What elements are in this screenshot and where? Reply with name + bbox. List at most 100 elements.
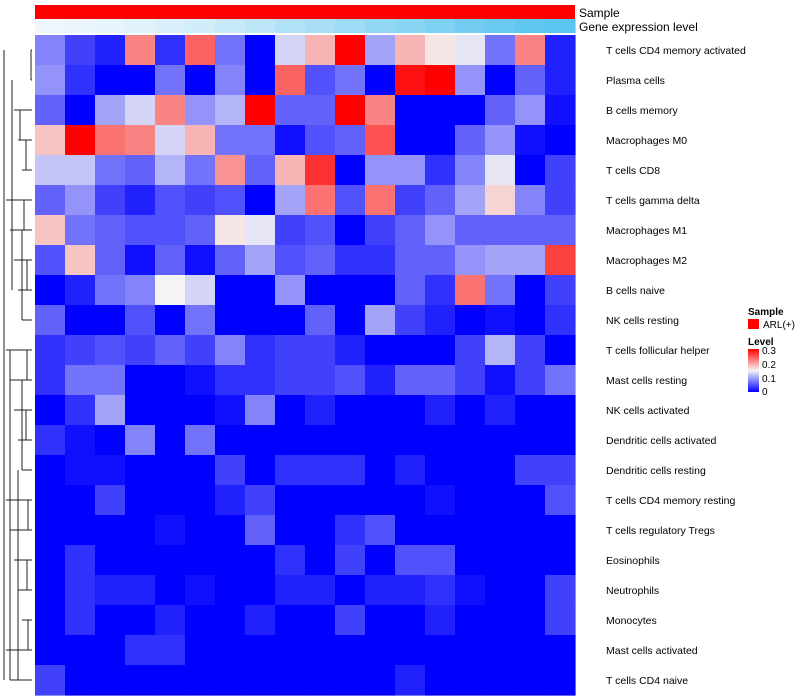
heatmap-cell [425, 455, 456, 486]
heatmap-cell [35, 575, 66, 606]
heatmap-cell [215, 305, 246, 336]
heatmap-cell [335, 665, 366, 696]
heatmap-cell [65, 335, 96, 366]
heatmap-cell [545, 305, 576, 336]
heatmap-cell [215, 575, 246, 606]
heatmap-cell [305, 395, 336, 426]
heatmap-cell [35, 155, 66, 186]
heatmap-cell [35, 545, 66, 576]
heatmap-cell [35, 395, 66, 426]
heatmap-cell [425, 485, 456, 516]
gene-expression-annotation-cell [515, 19, 546, 33]
heatmap-cell [545, 155, 576, 186]
heatmap-cell [65, 155, 96, 186]
heatmap-cell [335, 575, 366, 606]
heatmap-cell [185, 575, 216, 606]
heatmap-cell [515, 65, 546, 96]
heatmap-cell [65, 545, 96, 576]
level-legend: Level 0.3 0.2 0.1 0 [748, 337, 776, 398]
row-label: B cells memory [606, 105, 679, 117]
heatmap-cell [95, 155, 126, 186]
heatmap-cell [485, 185, 516, 216]
heatmap-cell [485, 125, 516, 156]
heatmap-cell [545, 365, 576, 396]
heatmap-cell [245, 125, 276, 156]
row-label: T cells CD4 memory activated [606, 45, 746, 57]
heatmap-cell [215, 245, 246, 276]
heatmap-cell [545, 575, 576, 606]
heatmap-cell [95, 575, 126, 606]
heatmap-cell [65, 215, 96, 246]
row-label: Dendritic cells resting [606, 465, 706, 477]
heatmap-cell [185, 125, 216, 156]
heatmap-cell [125, 35, 156, 66]
heatmap-cell [245, 365, 276, 396]
heatmap-cell [335, 185, 366, 216]
sample-legend: Sample ARL(+) [748, 307, 795, 331]
gene-expression-annotation-cell [485, 19, 516, 33]
heatmap-cell [335, 455, 366, 486]
heatmap-cell [365, 635, 396, 666]
heatmap-cell [35, 635, 66, 666]
heatmap-cell [65, 515, 96, 546]
heatmap-cell [335, 335, 366, 366]
heatmap-cell [185, 215, 216, 246]
row-label: T cells gamma delta [606, 195, 700, 207]
heatmap-cell [155, 395, 186, 426]
heatmap-cell [395, 515, 426, 546]
heatmap-cell [65, 35, 96, 66]
row-label: Mast cells resting [606, 375, 687, 387]
gene-expression-annotation-cell [395, 19, 426, 33]
heatmap-cell [305, 65, 336, 96]
heatmap-cell [65, 665, 96, 696]
heatmap-cell [215, 275, 246, 306]
heatmap-cell [515, 485, 546, 516]
heatmap-cell [185, 95, 216, 126]
heatmap-cell [395, 335, 426, 366]
heatmap-cell [185, 485, 216, 516]
heatmap-cell [185, 425, 216, 456]
heatmap-cell [305, 605, 336, 636]
heatmap-cell [305, 35, 336, 66]
heatmap-cell [185, 665, 216, 696]
heatmap-cell [275, 575, 306, 606]
heatmap-cell [515, 125, 546, 156]
heatmap-cell [125, 65, 156, 96]
gene-expression-annotation-cell [305, 19, 336, 33]
heatmap-cell [425, 605, 456, 636]
heatmap-cell [275, 305, 306, 336]
heatmap-cell [455, 35, 486, 66]
heatmap-cell [395, 365, 426, 396]
heatmap-cell [185, 545, 216, 576]
heatmap-cell [305, 155, 336, 186]
heatmap-cell [485, 155, 516, 186]
heatmap-cell [245, 185, 276, 216]
heatmap-cell [395, 455, 426, 486]
heatmap-cell [395, 65, 426, 96]
heatmap-cell [215, 155, 246, 186]
heatmap-cell [425, 395, 456, 426]
heatmap-cell [485, 545, 516, 576]
heatmap-cell [305, 365, 336, 396]
heatmap-cell [545, 425, 576, 456]
gene-expression-annotation-cell [545, 19, 576, 33]
heatmap-cell [365, 605, 396, 636]
heatmap-cell [35, 365, 66, 396]
heatmap-cell [545, 665, 576, 696]
heatmap-cell [365, 185, 396, 216]
heatmap-cell [485, 335, 516, 366]
heatmap-cell [545, 395, 576, 426]
heatmap-cell [455, 365, 486, 396]
heatmap-cell [515, 575, 546, 606]
heatmap-cell [95, 125, 126, 156]
heatmap-cell [515, 95, 546, 126]
level-legend-title: Level [748, 337, 774, 348]
heatmap-cell [275, 35, 306, 66]
heatmap-cell [305, 275, 336, 306]
heatmap-cell [245, 335, 276, 366]
heatmap-cell [335, 275, 366, 306]
heatmap-cell [335, 65, 366, 96]
heatmap-cell [335, 365, 366, 396]
heatmap-cell [365, 35, 396, 66]
heatmap-cell [275, 425, 306, 456]
